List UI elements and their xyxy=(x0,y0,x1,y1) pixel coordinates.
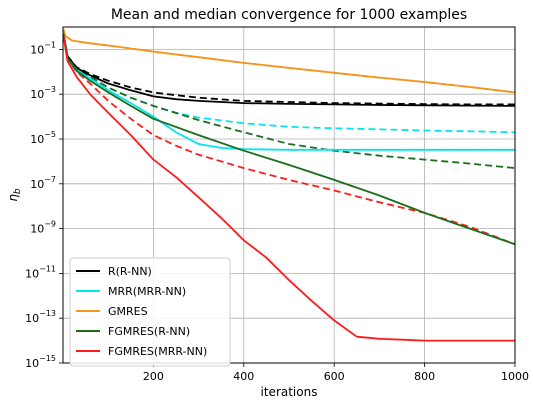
y-tick-label: 10−5 xyxy=(30,130,56,146)
plot-area xyxy=(62,28,516,342)
x-tick-label: 400 xyxy=(233,370,254,383)
y-tick-label: 10−13 xyxy=(25,309,56,325)
series-line-5-dashed xyxy=(62,28,516,94)
series-line-4-solid xyxy=(62,28,516,94)
x-tick-label: 1000 xyxy=(501,370,529,383)
y-axis-label-subscript: b xyxy=(13,188,23,194)
series-line-0-solid xyxy=(62,33,516,107)
svg-text:ηb: ηb xyxy=(6,188,23,202)
y-axis-ticks: 10−1 10−3 10−5 10−7 10−9 10−11 10−13 10−15 xyxy=(25,40,63,370)
y-tick-label: 10−15 xyxy=(25,354,56,370)
x-axis-ticks: 200 400 600 800 1000 xyxy=(143,363,529,383)
axes-frame xyxy=(62,26,516,364)
legend: R(R-NN) MRR(MRR-NN) GMRES FGMRES(R-NN) FGMRE… xyxy=(69,257,231,367)
y-axis-label: ηb xyxy=(6,188,23,202)
series-line-7-dashed xyxy=(62,33,516,169)
y-tick-label: 10−1 xyxy=(30,40,56,56)
y-tick-label: 10−11 xyxy=(25,264,56,280)
series-line-9-dashed xyxy=(62,33,516,246)
legend-label: MRR(MRR-NN) xyxy=(108,285,186,298)
x-tick-label: 200 xyxy=(143,370,164,383)
series-line-6-solid xyxy=(62,33,516,246)
series-line-8-solid xyxy=(62,35,515,342)
y-tick-label: 10−9 xyxy=(30,220,56,236)
legend-label: R(R-NN) xyxy=(108,265,152,278)
legend-label: GMRES xyxy=(108,305,148,318)
chart-title: Mean and median convergence for 1000 exa… xyxy=(111,7,467,23)
x-tick-label: 600 xyxy=(324,370,345,383)
legend-label: FGMRES(MRR-NN) xyxy=(108,345,207,358)
x-axis-label: iterations xyxy=(261,385,318,399)
series-line-1-dashed xyxy=(62,33,515,106)
y-axis-label-main: η xyxy=(6,194,20,202)
legend-label: FGMRES(R-NN) xyxy=(108,325,190,338)
x-tick-label: 800 xyxy=(414,370,435,383)
series-line-2-solid xyxy=(62,33,515,151)
y-tick-label: 10−3 xyxy=(30,85,56,101)
y-tick-label: 10−7 xyxy=(30,175,56,191)
legend-box xyxy=(69,257,231,367)
